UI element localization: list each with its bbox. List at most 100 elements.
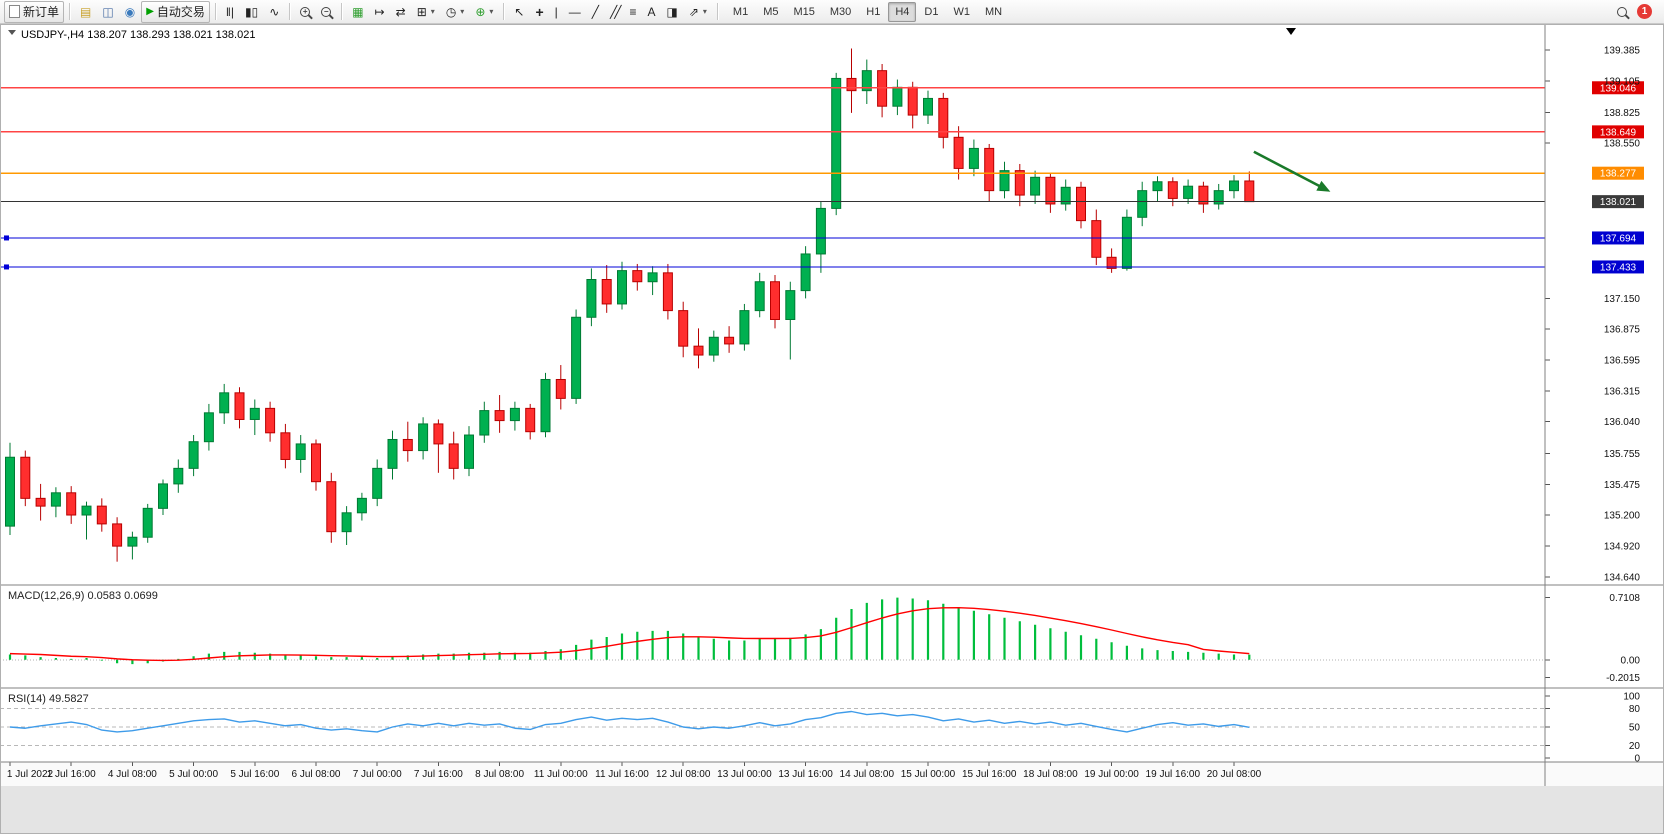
depth-of-market-button[interactable]: ◫ <box>97 1 118 23</box>
timeframe-m30[interactable]: M30 <box>829 5 852 18</box>
zoom-in-button[interactable]: + <box>295 1 315 23</box>
timeframe-m5[interactable]: M5 <box>763 5 779 18</box>
label-button[interactable]: ◨ <box>661 1 682 23</box>
notifications-badge[interactable]: 1 <box>1637 4 1652 19</box>
new-chart-button[interactable]: ⊞ ▾ <box>412 1 440 23</box>
candlestick-chart-button[interactable]: ▮▯ <box>240 1 263 23</box>
symbols-button[interactable]: ▤ <box>75 1 96 23</box>
candle <box>387 430 398 480</box>
timeframe-m1[interactable]: M1 <box>732 5 749 18</box>
algo-trading-button[interactable]: ▶ 自动交易 <box>141 0 210 23</box>
price-axis-label: 135.475 <box>1604 480 1641 491</box>
macd-axis-label: 0.7108 <box>1609 593 1640 604</box>
line-handle[interactable] <box>4 235 9 241</box>
hline-137.694[interactable]: 137.694 <box>0 231 1644 245</box>
hline-137.433[interactable]: 137.433 <box>0 260 1644 274</box>
line-chart-icon: ∿ <box>269 4 280 19</box>
candle <box>739 303 750 351</box>
candle <box>402 421 413 462</box>
candle <box>586 268 597 327</box>
candle <box>326 472 337 543</box>
candle <box>127 531 138 560</box>
timeframe-m15[interactable]: M15 <box>793 5 815 18</box>
price-badge-label: 139.046 <box>1600 83 1637 94</box>
price-badge <box>1592 231 1644 245</box>
toolbar-separator <box>503 3 505 20</box>
hline-138.277[interactable]: 138.277 <box>0 166 1644 180</box>
search-button[interactable] <box>1612 1 1632 23</box>
time-axis-label: 4 Jul 08:00 <box>108 769 157 780</box>
candle <box>953 126 964 180</box>
candle <box>785 281 796 360</box>
candle <box>708 330 719 362</box>
price-badge-label: 138.021 <box>1600 197 1637 208</box>
auto-scroll-button[interactable]: ↦ <box>370 1 390 23</box>
candle <box>265 401 276 442</box>
price-axis-label: 135.755 <box>1604 449 1641 460</box>
crosshair-button[interactable]: + <box>530 1 548 23</box>
dropdown-caret-icon: ▾ <box>489 7 494 16</box>
timeframe-w1[interactable]: W1 <box>953 5 970 18</box>
time-axis-label: 11 Jul 00:00 <box>534 769 588 780</box>
price-badge <box>1592 81 1644 95</box>
dropdown-caret-icon: ▾ <box>430 7 435 16</box>
line-handle[interactable] <box>4 264 9 270</box>
vertical-line-button[interactable]: | <box>550 1 563 23</box>
bar-chart-button[interactable]: ‖| <box>221 1 239 23</box>
zoom-out-button[interactable]: − <box>316 1 336 23</box>
macd-axis-label: 0.00 <box>1621 655 1641 666</box>
one-click-trading-expander-icon[interactable] <box>8 30 16 35</box>
vertical-line-icon: | <box>554 4 558 19</box>
candle <box>662 263 673 320</box>
arrowhead <box>1316 180 1331 192</box>
tile-windows-button[interactable]: ▦ <box>347 1 368 23</box>
macd-axis-label: -0.2015 <box>1606 673 1640 684</box>
indicators-button[interactable]: ⊕ ▾ <box>470 1 498 23</box>
candle <box>1121 209 1132 271</box>
hline-139.046[interactable]: 139.046 <box>0 81 1644 95</box>
shapes-button[interactable]: ⇗ ▾ <box>684 1 712 23</box>
timeframe-h4[interactable]: H4 <box>888 1 917 22</box>
line-chart-button[interactable]: ∿ <box>264 1 284 23</box>
main-toolbar: 新订单 ▤ ◫ ◉ ▶ 自动交易 ‖| ▮▯ ∿ + − ▦ ↦ ⇄ ⊞ ▾ ◷ ▾ ⊕ ▾ ↖ + | ― ╱ ╱╱ ≡ A ◨ ⇗ ▾ M… <box>0 0 1664 24</box>
chart-canvas[interactable]: 139.046 138.649 138.277 138.021 137.694 137.4… <box>0 24 1664 834</box>
time-axis-label: 8 Jul 08:00 <box>475 769 524 780</box>
horizontal-line-button[interactable]: ― <box>564 1 586 23</box>
candle <box>831 72 842 216</box>
cursor-button[interactable]: ↖ <box>509 1 529 23</box>
mql5-community-button[interactable]: ◉ <box>120 1 140 23</box>
hline-138.021[interactable]: 138.021 <box>0 195 1644 209</box>
candle <box>50 487 61 518</box>
dropdown-caret-icon: ▾ <box>702 7 707 16</box>
channel-icon: ╱╱ <box>610 4 622 19</box>
text-button[interactable]: A <box>642 1 660 23</box>
time-axis-label: 13 Jul 00:00 <box>717 769 772 780</box>
rsi-axis-label: 80 <box>1629 704 1641 715</box>
toolbar-separator <box>214 3 216 20</box>
timeframe-h1[interactable]: H1 <box>866 5 881 18</box>
trendline-button[interactable]: ╱ <box>587 1 604 23</box>
price-axis[interactable]: 139.385 139.105 138.825 138.550 137.150 136.8… <box>1545 46 1640 584</box>
algo-trading-label: 自动交易 <box>156 5 205 19</box>
hline-138.649[interactable]: 138.649 <box>0 125 1644 139</box>
chart-window[interactable]: 139.046 138.649 138.277 138.021 137.694 137.4… <box>0 24 1664 834</box>
fibonacci-button[interactable]: ≡ <box>624 1 641 23</box>
chart-shift-button[interactable]: ⇄ <box>391 1 411 23</box>
fibonacci-icon: ≡ <box>629 4 637 19</box>
candle <box>999 161 1010 199</box>
new-order-button[interactable]: 新订单 <box>4 0 65 23</box>
time-axis-label: 15 Jul 16:00 <box>962 769 1017 780</box>
candle <box>418 417 429 460</box>
timeframe-d1[interactable]: D1 <box>924 5 939 18</box>
price-badge <box>1592 125 1644 139</box>
candle <box>601 265 612 313</box>
timeframe-mn[interactable]: MN <box>984 5 1003 18</box>
periods-button[interactable]: ◷ ▾ <box>441 1 470 23</box>
channel-button[interactable]: ╱╱ <box>605 1 623 23</box>
time-axis-label: 12 Jul 08:00 <box>656 769 711 780</box>
candle <box>479 401 490 443</box>
price-badge <box>1592 260 1644 274</box>
trend-arrow-annotation[interactable] <box>1253 150 1331 192</box>
